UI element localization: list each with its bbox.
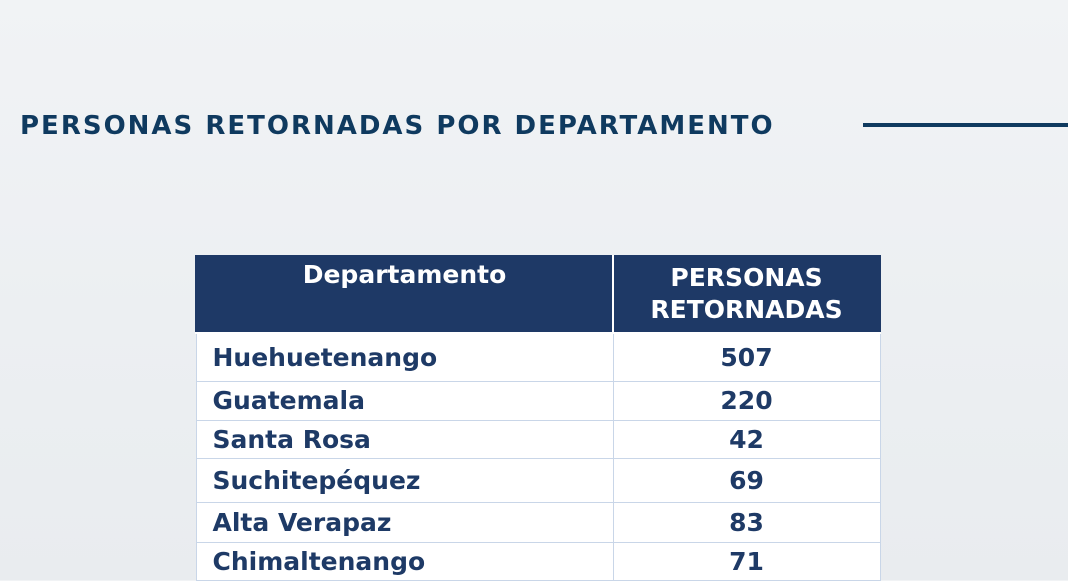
departamento-cell: Santa Rosa (195, 419, 614, 459)
personas-cell: 71 (612, 541, 881, 581)
table-row: Suchitepéquez 69 (195, 457, 881, 503)
column-header-personas-retornadas: PERSONAS RETORNADAS (613, 255, 881, 334)
page-title: PERSONAS RETORNADAS POR DEPARTAMENTO (20, 111, 775, 141)
departamento-cell: Chimaltenango (195, 541, 614, 581)
title-underline-rule (863, 123, 1068, 127)
personas-cell: 507 (612, 332, 881, 382)
table-row: Guatemala 220 (195, 380, 881, 421)
column-header-departamento: Departamento (195, 255, 614, 334)
departamento-cell: Huehuetenango (195, 332, 614, 382)
personas-cell: 83 (612, 501, 881, 543)
personas-cell: 69 (612, 457, 881, 503)
table-row: Huehuetenango 507 (195, 332, 881, 382)
personas-cell: 42 (612, 419, 881, 459)
personas-cell: 220 (612, 380, 881, 421)
table-row: Santa Rosa 42 (195, 419, 881, 459)
departamento-cell: Alta Verapaz (195, 501, 614, 543)
departamento-cell: Guatemala (195, 380, 614, 421)
table-header-row: Departamento PERSONAS RETORNADAS (195, 255, 881, 334)
table-row: Chimaltenango 71 (195, 541, 881, 581)
departments-table: Departamento PERSONAS RETORNADAS Huehuet… (195, 255, 881, 581)
departamento-cell: Suchitepéquez (195, 457, 614, 503)
table-row: Alta Verapaz 83 (195, 501, 881, 543)
